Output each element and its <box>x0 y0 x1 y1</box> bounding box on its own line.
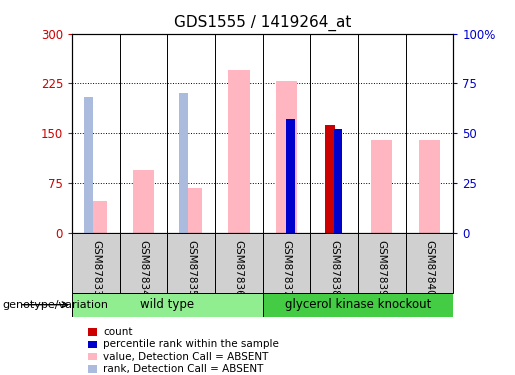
Bar <box>84 98 93 232</box>
Text: GSM87838: GSM87838 <box>329 240 339 297</box>
Bar <box>263 292 453 317</box>
Text: rank, Detection Call = ABSENT: rank, Detection Call = ABSENT <box>103 364 263 374</box>
Text: count: count <box>103 327 132 337</box>
Bar <box>419 140 440 232</box>
Text: value, Detection Call = ABSENT: value, Detection Call = ABSENT <box>103 352 268 362</box>
Bar <box>215 232 263 292</box>
Text: percentile rank within the sample: percentile rank within the sample <box>103 339 279 349</box>
Bar <box>325 124 335 232</box>
Bar <box>263 232 310 292</box>
Bar <box>85 201 107 232</box>
Bar <box>286 119 295 232</box>
Bar <box>72 292 263 317</box>
Bar <box>276 81 297 232</box>
Text: GSM87839: GSM87839 <box>377 240 387 297</box>
Text: GSM87836: GSM87836 <box>234 240 244 297</box>
Text: genotype/variation: genotype/variation <box>3 300 109 310</box>
Bar <box>310 232 358 292</box>
Bar <box>228 70 250 232</box>
Bar <box>358 232 405 292</box>
Bar <box>72 232 119 292</box>
Text: GSM87835: GSM87835 <box>186 240 196 297</box>
Bar <box>371 140 392 232</box>
Text: GSM87833: GSM87833 <box>91 240 101 297</box>
Bar <box>133 170 154 232</box>
Bar <box>167 232 215 292</box>
Bar <box>180 188 202 232</box>
Bar <box>179 93 188 232</box>
Bar <box>334 129 342 232</box>
Text: wild type: wild type <box>140 298 195 311</box>
Title: GDS1555 / 1419264_at: GDS1555 / 1419264_at <box>174 15 351 31</box>
Text: glycerol kinase knockout: glycerol kinase knockout <box>285 298 431 311</box>
Text: GSM87837: GSM87837 <box>282 240 291 297</box>
Text: GSM87834: GSM87834 <box>139 240 148 297</box>
Bar <box>119 232 167 292</box>
Bar <box>405 232 453 292</box>
Text: GSM87840: GSM87840 <box>424 240 434 296</box>
